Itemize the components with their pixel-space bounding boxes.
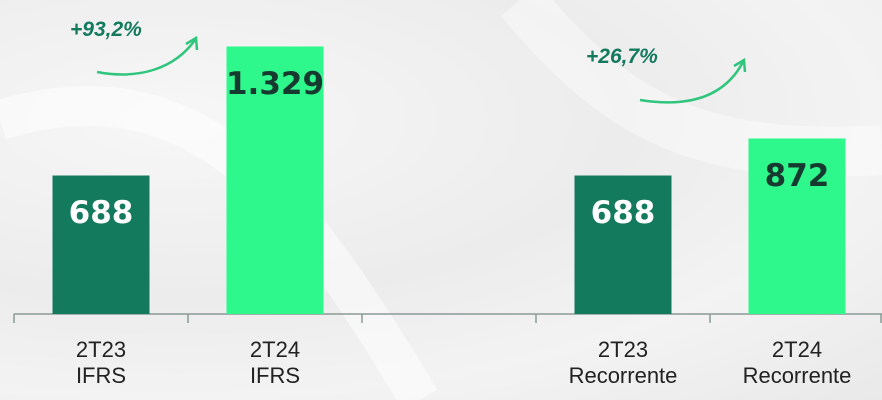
x-tick-label: 2T23 IFRS: [75, 337, 127, 388]
growth-annotation: +26,7%: [586, 45, 658, 68]
bar: [52, 175, 150, 314]
growth-arrow-head: [185, 35, 199, 51]
value-label: 688: [69, 195, 134, 231]
value-label: 688: [591, 195, 656, 231]
growth-arrow: [96, 39, 197, 76]
growth-arrow-head: [733, 57, 747, 73]
x-tick-label: 2T24 Recorrente: [742, 337, 852, 388]
value-label: 872: [765, 158, 830, 194]
value-label: 1.329: [226, 66, 324, 102]
bar: [226, 46, 324, 314]
bar: [574, 175, 672, 314]
x-tick-label: 2T23 Recorrente: [568, 337, 678, 388]
x-tick-label: 2T24 IFRS: [249, 337, 301, 388]
growth-annotation: +93,2%: [70, 18, 142, 41]
background-swirl: [500, 0, 882, 177]
growth-arrow: [639, 61, 745, 104]
bar: [748, 138, 846, 314]
